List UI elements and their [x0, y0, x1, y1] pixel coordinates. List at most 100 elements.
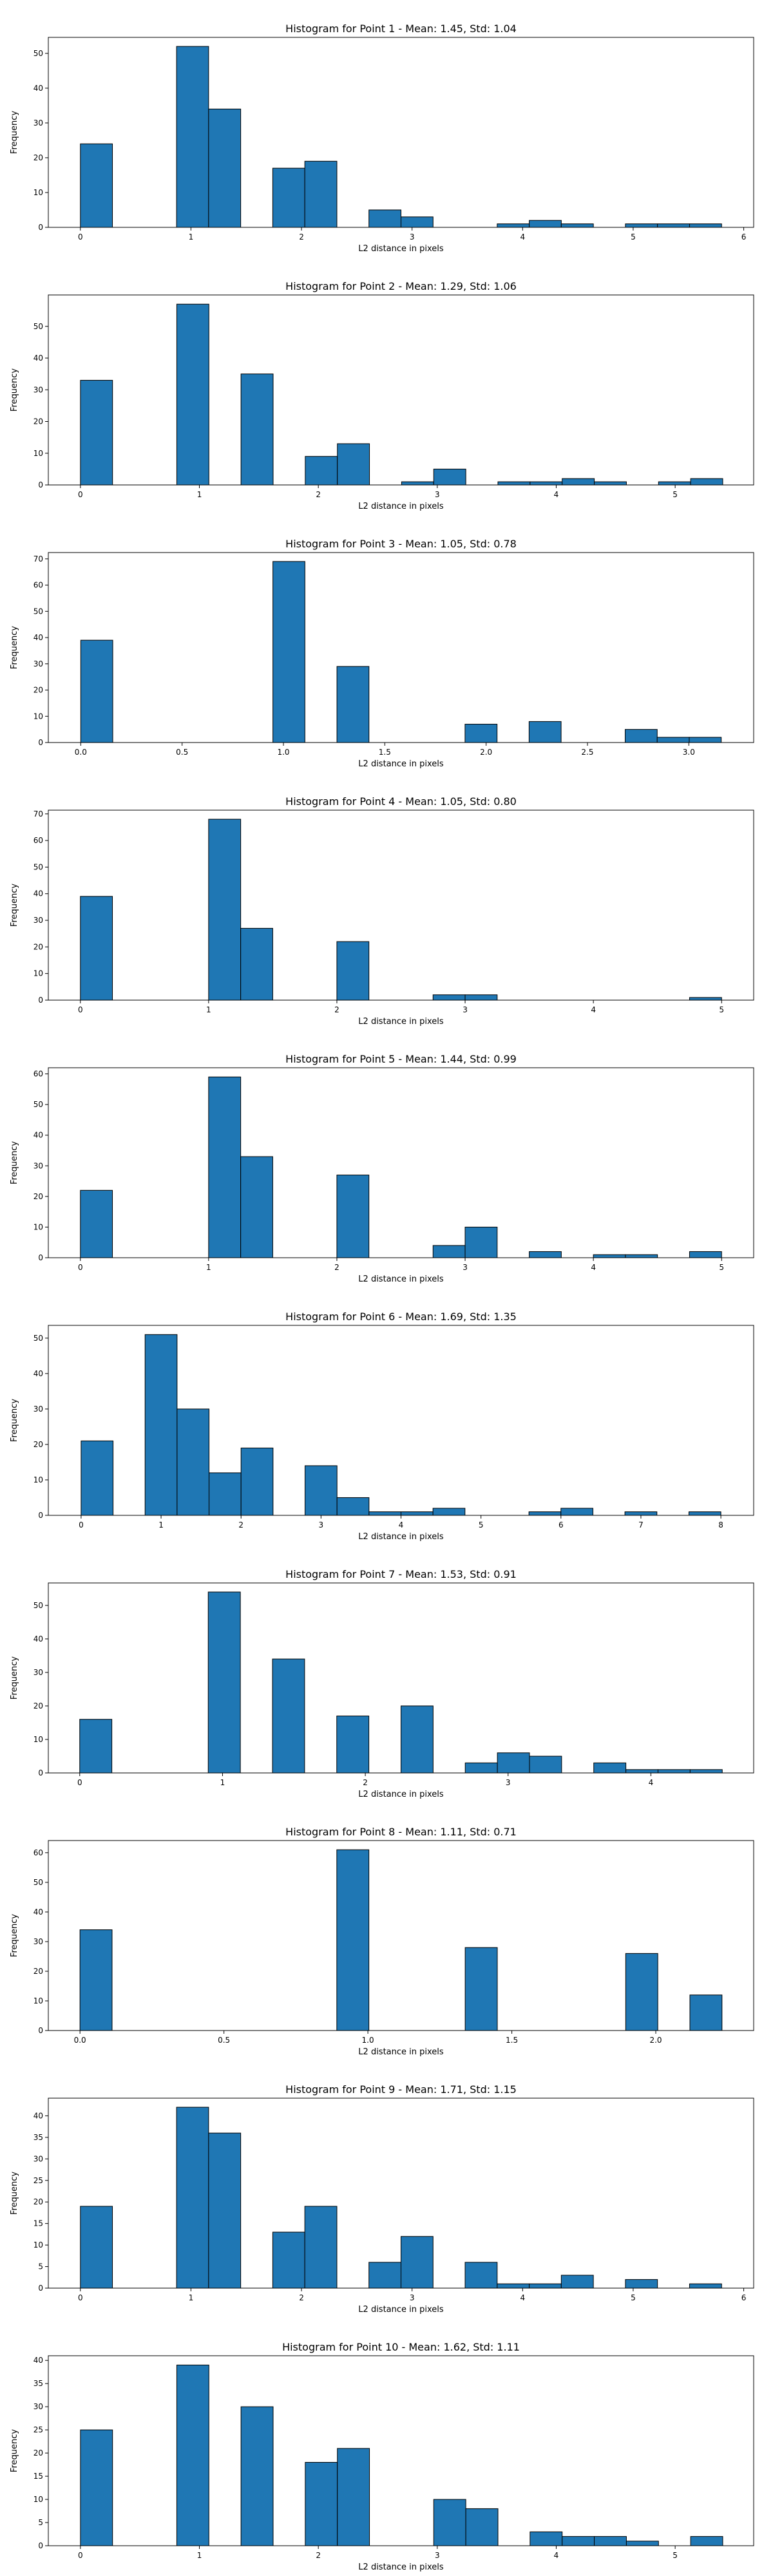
histogram-bar	[336, 1716, 370, 1774]
histogram-bar	[208, 108, 242, 228]
histogram-bar	[368, 1511, 402, 1516]
histogram-panel-1: 0 1 2 3 4 5 6 0 10 20 30 40 50 Histogram for Point 1 …	[10, 23, 754, 254]
y-tick-label: 10	[33, 1996, 43, 2005]
histogram-panel-9: 0 1 2 3 4 5 6 0 5 10 15 20 25 30 35 40 Histogram for Poi…	[10, 2083, 754, 2315]
histogram-bar	[432, 1245, 466, 1258]
histogram-panel-8: 0.0 0.5 1.0 1.5 2.0 0 10 20 30 40 50 60 Histogram fo…	[10, 1826, 754, 2057]
histogram-bar	[625, 1769, 658, 1774]
y-axis-label: Frequency	[10, 368, 19, 412]
histogram-bar	[80, 896, 113, 1001]
y-tick-label: 10	[33, 712, 43, 721]
x-tick-label: 4	[649, 1778, 654, 1787]
y-tick-label: 5	[38, 2518, 43, 2527]
y-tick-label: 20	[33, 1440, 43, 1449]
histogram-bar	[79, 1719, 113, 1774]
histogram-bar	[336, 1175, 370, 1258]
histogram-bar	[433, 468, 466, 486]
x-tick-label: 0.0	[74, 2036, 86, 2045]
histogram-bar	[240, 1447, 274, 1516]
y-axis-label: Frequency	[10, 2172, 19, 2215]
x-tick-label: 0.0	[75, 748, 87, 757]
histogram-bar	[207, 1591, 241, 1774]
histogram-bar	[689, 1251, 722, 1258]
histogram-bar	[80, 379, 113, 486]
y-tick-label: 20	[33, 1701, 43, 1710]
x-tick-label: 0	[77, 1778, 82, 1787]
histogram-bar	[625, 1953, 658, 2031]
x-tick-label: 5	[673, 490, 678, 499]
y-tick-label: 0	[38, 2541, 43, 2550]
x-tick-label: 2.0	[649, 2036, 662, 2045]
x-tick-label: 3	[410, 2293, 415, 2302]
y-tick-label: 50	[33, 1334, 43, 1343]
axes-frame	[48, 1582, 754, 1774]
histogram-bar	[528, 721, 562, 743]
histogram-bar	[272, 2231, 305, 2289]
y-tick-label: 15	[33, 2219, 43, 2228]
histogram-bar	[208, 819, 242, 1001]
x-tick-label: 0	[78, 1263, 83, 1272]
y-tick-label: 40	[33, 2111, 43, 2120]
histogram-bar	[465, 2508, 499, 2546]
histogram-bar	[80, 1189, 113, 1258]
histogram-bar	[176, 2364, 209, 2546]
x-tick-label: 2	[334, 1005, 339, 1014]
x-tick-label: 3.0	[683, 748, 695, 757]
x-axis-label: L2 distance in pixels	[358, 2562, 444, 2572]
histogram-bar	[240, 927, 273, 1001]
y-tick-label: 25	[33, 2176, 43, 2185]
axes-frame	[48, 2355, 754, 2546]
axes-frame	[48, 1840, 754, 2031]
histogram-bar	[594, 2536, 627, 2546]
histogram-bar	[80, 143, 113, 228]
histogram-bar	[562, 2536, 595, 2546]
x-tick-label: 3	[410, 232, 415, 242]
y-tick-label: 15	[33, 2472, 43, 2481]
x-tick-label: 5	[673, 2551, 678, 2560]
y-tick-label: 50	[33, 862, 43, 871]
y-tick-label: 60	[33, 836, 43, 845]
histogram-panel-6: 0 1 2 3 4 5 6 7 8 0 10 20 30 40 50 Histogram for Point …	[10, 1311, 754, 1542]
histogram-bar	[337, 2448, 370, 2546]
chart-title: Histogram for Point 5 - Mean: 1.44, Std:…	[285, 1053, 517, 1065]
histogram-bar	[657, 1769, 691, 1774]
y-tick-label: 10	[33, 1475, 43, 1484]
y-axis-label: Frequency	[10, 1914, 19, 1957]
histogram-bar	[336, 1497, 370, 1516]
chart-title: Histogram for Point 7 - Mean: 1.53, Std:…	[285, 1568, 517, 1580]
chart-title: Histogram for Point 2 - Mean: 1.29, Std:…	[285, 280, 517, 292]
y-tick-label: 60	[33, 581, 43, 590]
histogram-bar	[208, 1076, 242, 1258]
x-axis-label: L2 distance in pixels	[358, 1017, 444, 1027]
histogram-bar	[240, 374, 274, 486]
x-axis-label: L2 distance in pixels	[358, 1274, 444, 1284]
histogram-bar	[80, 639, 113, 743]
x-tick-label: 0	[78, 1005, 83, 1014]
x-tick-label: 4	[554, 2551, 559, 2560]
axes-frame	[48, 552, 754, 743]
x-tick-label: 2	[334, 1263, 339, 1272]
x-tick-label: 1.5	[506, 2036, 518, 2045]
histogram-bar	[208, 2132, 242, 2289]
y-tick-label: 40	[33, 1908, 43, 1917]
axes-frame	[48, 810, 754, 1001]
y-tick-label: 35	[33, 2133, 43, 2142]
histogram-bar	[689, 223, 722, 228]
x-tick-label: 1	[206, 1263, 211, 1272]
histogram-bar	[176, 46, 209, 228]
histogram-bar	[594, 481, 627, 486]
histogram-bar	[624, 1511, 658, 1516]
x-axis-label: L2 distance in pixels	[358, 1532, 444, 1542]
histogram-bar	[464, 1762, 498, 1774]
histogram-bar	[625, 729, 658, 743]
y-tick-label: 50	[33, 607, 43, 616]
histogram-bar	[689, 737, 722, 743]
histogram-bar	[401, 481, 434, 486]
histogram-bar	[656, 737, 690, 743]
y-tick-label: 10	[33, 2495, 43, 2504]
x-tick-label: 4	[554, 490, 559, 499]
x-axis-label: L2 distance in pixels	[358, 502, 444, 511]
histogram-bar	[337, 443, 370, 486]
